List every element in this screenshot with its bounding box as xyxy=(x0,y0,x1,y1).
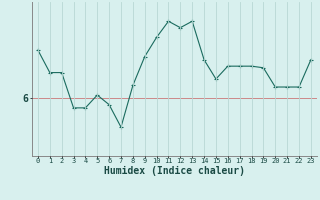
X-axis label: Humidex (Indice chaleur): Humidex (Indice chaleur) xyxy=(104,165,245,176)
